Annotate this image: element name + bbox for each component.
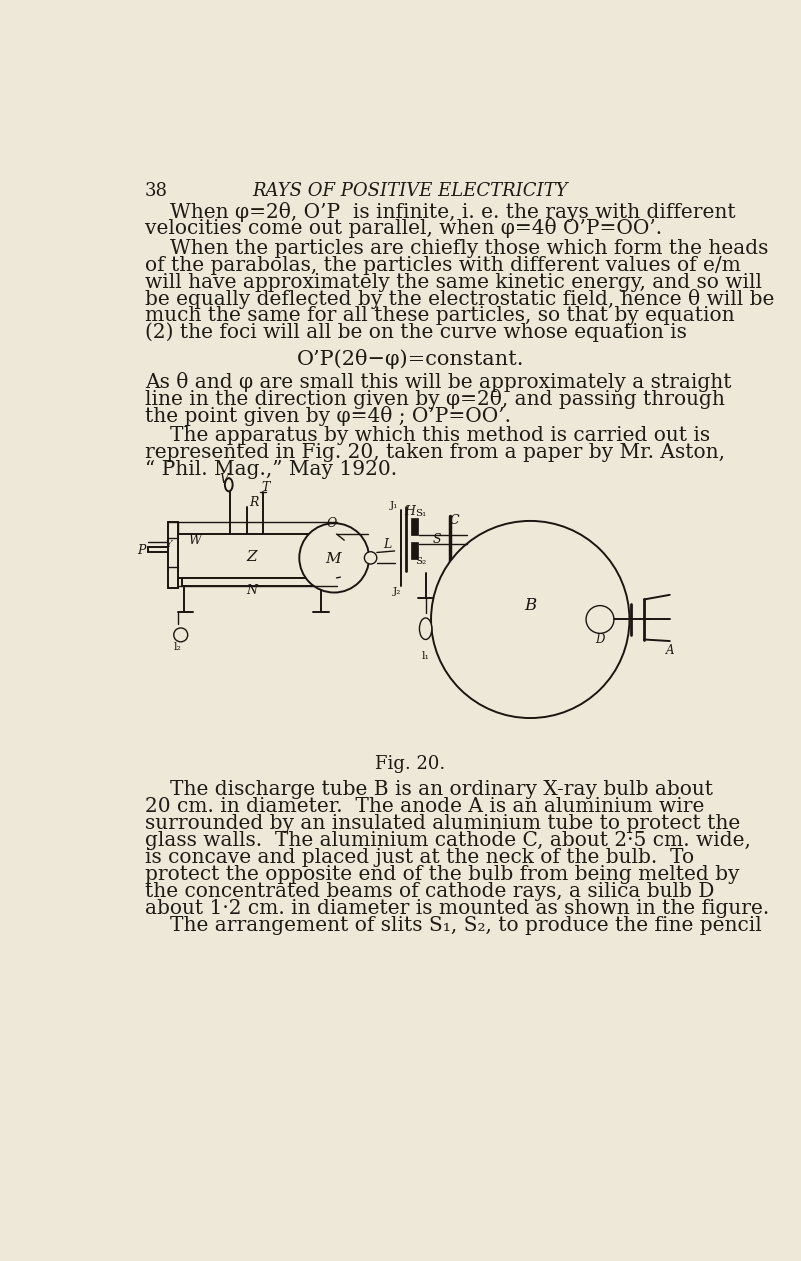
Ellipse shape bbox=[225, 478, 232, 492]
Text: A: A bbox=[666, 644, 674, 657]
Text: C: C bbox=[449, 513, 459, 527]
Text: will have approximately the same kinetic energy, and so will: will have approximately the same kinetic… bbox=[145, 272, 762, 291]
Text: be equally deflected by the electrostatic field, hence θ will be: be equally deflected by the electrostati… bbox=[145, 289, 775, 309]
Text: When φ=2θ, O’P  is infinite, i. e. the rays with different: When φ=2θ, O’P is infinite, i. e. the ra… bbox=[170, 202, 735, 222]
Bar bbox=[182, 578, 332, 586]
Text: line in the direction given by φ=2θ, and passing through: line in the direction given by φ=2θ, and… bbox=[145, 388, 725, 409]
Bar bbox=[168, 522, 179, 588]
Text: B: B bbox=[524, 598, 537, 614]
Text: “ Phil. Mag.,” May 1920.: “ Phil. Mag.,” May 1920. bbox=[145, 459, 397, 479]
Text: D: D bbox=[595, 633, 605, 646]
Text: O’P(2θ−φ)=constant.: O’P(2θ−φ)=constant. bbox=[296, 348, 524, 368]
Text: When the particles are chiefly those which form the heads: When the particles are chiefly those whi… bbox=[170, 238, 768, 257]
Text: velocities come out parallel, when φ=4θ O’P=OO’.: velocities come out parallel, when φ=4θ … bbox=[145, 218, 662, 238]
Text: Fig. 20.: Fig. 20. bbox=[375, 755, 445, 773]
Text: T: T bbox=[262, 482, 270, 494]
Text: R: R bbox=[249, 496, 258, 509]
Bar bbox=[178, 533, 336, 578]
Text: represented in Fig. 20, taken from a paper by Mr. Aston,: represented in Fig. 20, taken from a pap… bbox=[145, 443, 725, 462]
Text: V: V bbox=[219, 473, 228, 485]
Text: H: H bbox=[405, 506, 416, 518]
Text: S: S bbox=[433, 533, 441, 546]
Text: glass walls.  The aluminium cathode C, about 2·5 cm. wide,: glass walls. The aluminium cathode C, ab… bbox=[145, 831, 751, 850]
Text: much the same for all these particles, so that by equation: much the same for all these particles, s… bbox=[145, 306, 735, 325]
Text: S₁: S₁ bbox=[416, 508, 427, 518]
Text: surrounded by an insulated aluminium tube to protect the: surrounded by an insulated aluminium tub… bbox=[145, 813, 740, 834]
Text: is concave and placed just at the neck of the bulb.  To: is concave and placed just at the neck o… bbox=[145, 847, 694, 866]
Circle shape bbox=[586, 605, 614, 633]
Ellipse shape bbox=[420, 618, 432, 639]
Text: of the parabolas, the particles with different values of e/m: of the parabolas, the particles with dif… bbox=[145, 256, 741, 275]
Text: the concentrated beams of cathode rays, a silica bulb D: the concentrated beams of cathode rays, … bbox=[145, 881, 714, 900]
Text: S₂: S₂ bbox=[416, 557, 427, 566]
Text: Y: Y bbox=[165, 540, 171, 550]
Text: The arrangement of slits S₁, S₂, to produce the fine pencil: The arrangement of slits S₁, S₂, to prod… bbox=[170, 915, 762, 934]
Text: W: W bbox=[188, 535, 201, 547]
Text: N: N bbox=[246, 584, 257, 596]
Text: J₁: J₁ bbox=[390, 501, 399, 509]
Bar bbox=[411, 542, 418, 560]
Text: 20 cm. in diameter.  The anode A is an aluminium wire: 20 cm. in diameter. The anode A is an al… bbox=[145, 797, 704, 816]
Text: As θ and φ are small this will be approximately a straight: As θ and φ are small this will be approx… bbox=[145, 372, 731, 392]
Text: L: L bbox=[383, 537, 391, 551]
Text: The apparatus by which this method is carried out is: The apparatus by which this method is ca… bbox=[170, 426, 710, 445]
Text: the point given by φ=4θ ; O’P=OO’.: the point given by φ=4θ ; O’P=OO’. bbox=[145, 406, 511, 426]
Text: P: P bbox=[137, 543, 146, 556]
Text: 38: 38 bbox=[145, 182, 168, 200]
Text: M: M bbox=[325, 552, 340, 566]
Text: about 1·2 cm. in diameter is mounted as shown in the figure.: about 1·2 cm. in diameter is mounted as … bbox=[145, 899, 769, 918]
Text: RAYS OF POSITIVE ELECTRICITY: RAYS OF POSITIVE ELECTRICITY bbox=[252, 182, 568, 200]
Circle shape bbox=[174, 628, 187, 642]
Text: (2) the foci will all be on the curve whose equation is: (2) the foci will all be on the curve wh… bbox=[145, 323, 687, 343]
Text: J₂: J₂ bbox=[392, 588, 401, 596]
Text: l₂: l₂ bbox=[174, 642, 182, 652]
Circle shape bbox=[300, 523, 369, 593]
Bar bbox=[411, 518, 418, 535]
Text: Z: Z bbox=[246, 550, 256, 564]
Text: protect the opposite end of the bulb from being melted by: protect the opposite end of the bulb fro… bbox=[145, 865, 739, 884]
Circle shape bbox=[364, 552, 376, 564]
Circle shape bbox=[431, 521, 630, 718]
Text: l₁: l₁ bbox=[421, 651, 429, 661]
Text: The discharge tube B is an ordinary X-ray bulb about: The discharge tube B is an ordinary X-ra… bbox=[170, 781, 713, 799]
Text: O: O bbox=[327, 517, 337, 530]
